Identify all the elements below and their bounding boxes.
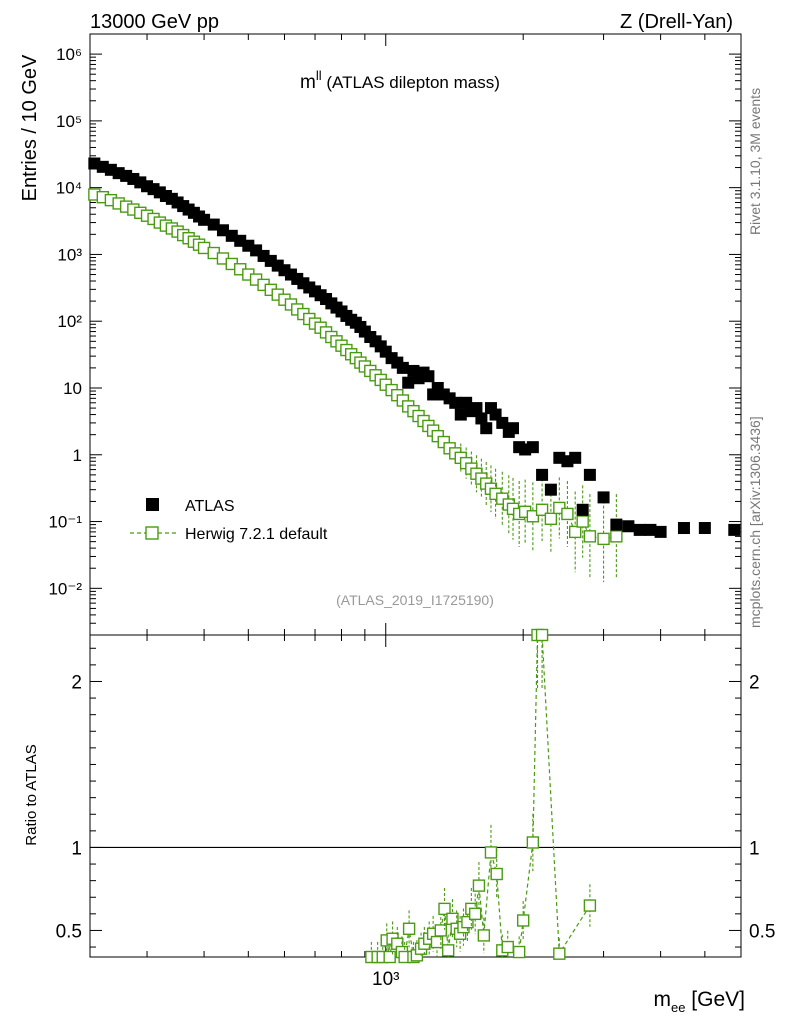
ratio-point xyxy=(512,945,526,959)
rivet-version-label: Rivet 3.1.10, 3M events xyxy=(747,88,763,235)
ratio-point xyxy=(477,929,491,942)
ratio-point xyxy=(501,940,514,954)
legend: ATLAS Herwig 7.2.1 default xyxy=(130,498,328,543)
atlas-point xyxy=(728,523,741,536)
data-series-layer xyxy=(88,157,741,538)
atlas-point xyxy=(583,468,596,481)
ratio-y-tick-label: 2 xyxy=(71,672,82,693)
ratio-point xyxy=(490,867,503,881)
mcplots-source-label: mcplots.cern.ch [arXiv:1306.3436] xyxy=(747,416,763,628)
atlas-point xyxy=(449,396,462,409)
herwig-point xyxy=(610,530,623,543)
main-y-tick-label: 10³ xyxy=(57,245,82,264)
atlas-point xyxy=(396,361,409,374)
ratio-point xyxy=(468,907,482,921)
atlas-point xyxy=(576,503,589,516)
ratio-series-layer xyxy=(365,628,597,964)
ratio-line xyxy=(371,634,591,959)
ratio-point xyxy=(472,879,486,892)
herwig-point xyxy=(576,515,589,528)
plot-title: mll (ATLAS dilepton mass) xyxy=(300,68,500,93)
ratio-y-tick-label-right: 2 xyxy=(749,672,760,693)
herwig-point xyxy=(561,507,574,521)
ratio-plot-frame xyxy=(89,634,742,958)
atlas-point xyxy=(470,402,483,415)
ratio-x-tick-label: 10³ xyxy=(372,969,399,990)
atlas-point xyxy=(264,254,277,267)
ratio-point xyxy=(526,836,540,849)
ratio-y-tick-label: 1 xyxy=(71,838,82,859)
herwig-point xyxy=(568,525,582,539)
atlas-point xyxy=(610,518,623,531)
ratio-point xyxy=(516,914,530,927)
main-y-tick-label: 10⁻² xyxy=(48,579,82,598)
main-y-tick-label: 10⁵ xyxy=(56,112,82,131)
main-plot-frame xyxy=(89,33,742,636)
analysis-id-watermark: (ATLAS_2019_I1725190) xyxy=(336,592,494,608)
ratio-point xyxy=(583,899,597,912)
x-axis-label: mee [GeV] xyxy=(654,988,746,1015)
atlas-point xyxy=(644,523,657,536)
ratio-point xyxy=(434,924,447,937)
atlas-point xyxy=(198,213,211,226)
main-y-axis-label: Entries / 10 GeV xyxy=(19,54,41,201)
axes-layer: 10⁻² 10⁻¹ 1 10 10² 10³ 10⁴ 10⁵ 10⁶ 10³ 0.5 0.5 1 1 2 2 xyxy=(48,33,775,990)
herwig-point xyxy=(597,532,610,546)
legend-atlas-marker xyxy=(146,498,159,511)
ratio-point xyxy=(553,947,566,960)
herwig-point xyxy=(544,512,558,525)
atlas-point xyxy=(120,169,133,182)
atlas-point xyxy=(526,441,539,454)
main-y-tick-label: 10⁶ xyxy=(56,45,82,64)
atlas-point xyxy=(207,218,220,231)
atlas-point xyxy=(454,408,467,421)
legend-atlas-label: ATLAS xyxy=(185,498,235,515)
atlas-point xyxy=(654,525,667,538)
main-y-tick-label: 1 xyxy=(73,446,82,465)
atlas-point xyxy=(422,370,435,383)
atlas-point xyxy=(569,451,582,464)
atlas-point xyxy=(633,523,646,536)
ratio-point xyxy=(438,902,451,916)
ratio-point xyxy=(535,628,549,642)
main-y-tick-label: 10 xyxy=(63,379,82,398)
ratio-point xyxy=(383,950,396,964)
atlas-point xyxy=(480,422,493,435)
atlas-point xyxy=(622,520,635,533)
atlas-point xyxy=(544,483,557,496)
legend-herwig-label: Herwig 7.2.1 default xyxy=(185,526,328,543)
atlas-point xyxy=(507,422,520,435)
atlas-point xyxy=(536,468,549,481)
atlas-point xyxy=(402,376,415,389)
herwig-point xyxy=(526,510,540,523)
atlas-point xyxy=(475,412,488,425)
ratio-point xyxy=(484,846,498,859)
mc-series-layer xyxy=(88,188,623,583)
atlas-point xyxy=(597,491,610,504)
herwig-point xyxy=(583,530,597,543)
ratio-point xyxy=(402,922,416,935)
main-y-tick-label: 10⁻¹ xyxy=(48,513,82,532)
process-energy-label: 13000 GeV pp xyxy=(90,11,219,33)
atlas-point xyxy=(677,522,690,535)
ratio-point xyxy=(461,915,474,929)
ratio-point xyxy=(441,944,455,957)
ratio-y-tick-label: 0.5 xyxy=(56,921,82,942)
atlas-point xyxy=(698,522,711,535)
ratio-y-tick-label-right: 0.5 xyxy=(749,921,775,942)
ratio-y-axis-label: Ratio to ATLAS xyxy=(23,744,40,845)
main-y-tick-label: 10² xyxy=(57,312,82,331)
herwig-point xyxy=(535,503,549,516)
ratio-y-tick-label-right: 1 xyxy=(749,838,760,859)
process-name-label: Z (Drell-Yan) xyxy=(620,11,733,33)
legend-herwig-marker xyxy=(145,526,159,540)
main-y-tick-label: 10⁴ xyxy=(56,179,82,198)
